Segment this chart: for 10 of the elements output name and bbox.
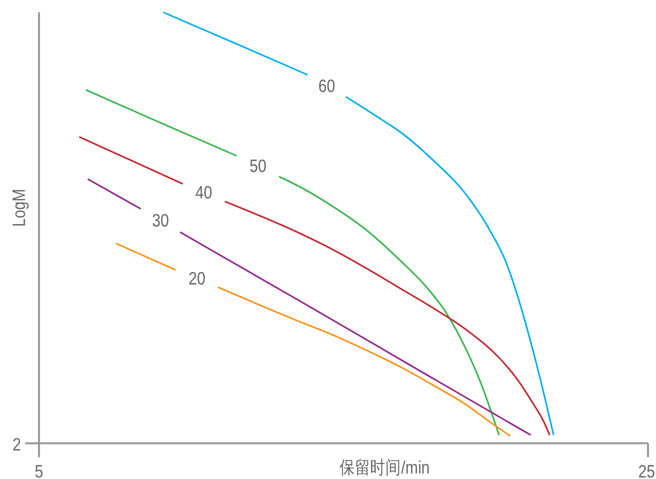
series-label: 20 — [188, 268, 206, 290]
series-label: 30 — [152, 210, 169, 231]
y-axis-title: LogM — [8, 188, 30, 227]
series-label: 50 — [250, 156, 266, 177]
annotation: 2 — [12, 434, 39, 455]
series-label: 40 — [195, 182, 212, 204]
series-label: 60 — [318, 76, 336, 96]
x-tick-label: 25 — [638, 461, 655, 479]
x-tick-label: 5 — [34, 461, 44, 479]
x-axis-title: 保留时间/min — [339, 457, 430, 478]
